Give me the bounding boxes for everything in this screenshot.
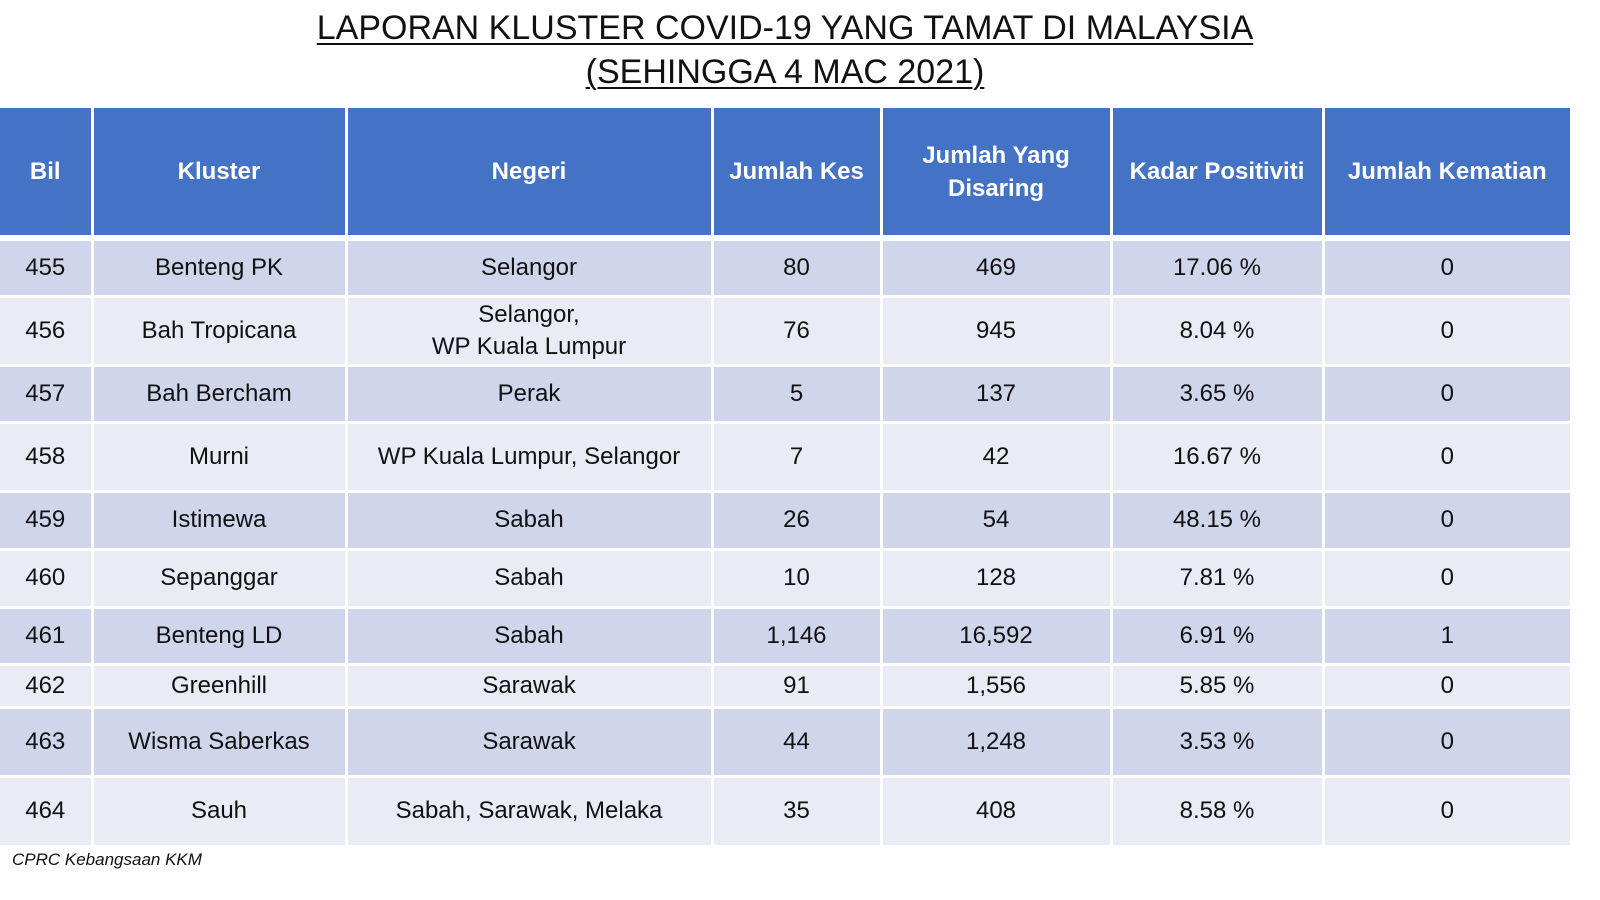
cell-positiviti: 17.06 % [1111, 238, 1325, 298]
cell-kes: 7 [712, 422, 883, 493]
header-negeri: Negeri [346, 108, 714, 241]
cell-bil: 457 [0, 365, 94, 424]
cell-disaring: 137 [881, 365, 1113, 424]
cell-disaring: 42 [881, 422, 1113, 493]
table-row: 458 Murni WP Kuala Lumpur, Selangor 7 42… [0, 422, 1570, 493]
table-row: 459 Istimewa Sabah 26 54 48.15 % 0 [0, 491, 1570, 551]
cell-kematian: 0 [1323, 549, 1570, 609]
table-row: 456 Bah Tropicana Selangor, WP Kuala Lum… [0, 296, 1570, 367]
cell-kluster: Sauh [92, 776, 348, 848]
table-row: 460 Sepanggar Sabah 10 128 7.81 % 0 [0, 549, 1570, 609]
cell-positiviti: 8.04 % [1111, 296, 1325, 367]
cell-negeri: Sabah [346, 491, 714, 551]
header-kadar-positiviti: Kadar Positiviti [1111, 108, 1325, 241]
cell-kluster: Sepanggar [92, 549, 348, 609]
cell-kematian: 0 [1323, 422, 1570, 493]
cell-kematian: 0 [1323, 707, 1570, 778]
title-line-2: (SEHINGGA 4 MAC 2021) [585, 53, 985, 91]
cell-positiviti: 3.65 % [1111, 365, 1325, 424]
cell-negeri-line-1: Selangor, [478, 300, 580, 328]
cell-kes: 44 [712, 707, 883, 778]
cell-positiviti: 7.81 % [1111, 549, 1325, 609]
cell-disaring: 16,592 [881, 607, 1113, 666]
cell-disaring: 128 [881, 549, 1113, 609]
cell-kes: 1,146 [712, 607, 883, 666]
cell-negeri: Sarawak [346, 707, 714, 778]
cell-bil: 463 [0, 707, 94, 778]
cell-negeri-line-2: WP Kuala Lumpur [431, 332, 627, 360]
cell-positiviti: 16.67 % [1111, 422, 1325, 493]
cell-negeri: Selangor, WP Kuala Lumpur [346, 296, 714, 367]
cell-kluster: Wisma Saberkas [92, 707, 348, 778]
cell-kes: 76 [712, 296, 883, 367]
report-title: LAPORAN KLUSTER COVID-19 YANG TAMAT DI M… [0, 6, 1570, 94]
cell-negeri: Sarawak [346, 664, 714, 709]
header-jumlah-kematian: Jumlah Kematian [1323, 108, 1570, 241]
cell-disaring: 54 [881, 491, 1113, 551]
cell-kluster: Greenhill [92, 664, 348, 709]
cell-bil: 458 [0, 422, 94, 493]
cell-positiviti: 3.53 % [1111, 707, 1325, 778]
cell-negeri: Perak [346, 365, 714, 424]
cell-disaring: 945 [881, 296, 1113, 367]
cell-disaring: 1,556 [881, 664, 1113, 709]
cell-negeri: Selangor [346, 238, 714, 298]
cell-kluster: Murni [92, 422, 348, 493]
header-kluster: Kluster [92, 108, 348, 241]
cell-kluster: Benteng PK [92, 238, 348, 298]
cell-kematian: 0 [1323, 296, 1570, 367]
cell-kluster: Bah Tropicana [92, 296, 348, 367]
cell-kematian: 0 [1323, 776, 1570, 848]
header-jumlah-disaring-text: Jumlah Yang Disaring [922, 141, 1070, 202]
title-line-1: LAPORAN KLUSTER COVID-19 YANG TAMAT DI M… [316, 9, 1254, 47]
cell-bil: 460 [0, 549, 94, 609]
table-row: 457 Bah Bercham Perak 5 137 3.65 % 0 [0, 365, 1570, 424]
cell-bil: 462 [0, 664, 94, 709]
cell-kematian: 1 [1323, 607, 1570, 666]
cell-kematian: 0 [1323, 365, 1570, 424]
cell-kematian: 0 [1323, 238, 1570, 298]
cell-kes: 35 [712, 776, 883, 848]
cell-kes: 80 [712, 238, 883, 298]
cell-bil: 459 [0, 491, 94, 551]
cell-negeri: Sabah [346, 607, 714, 666]
cell-kluster: Benteng LD [92, 607, 348, 666]
cell-bil: 464 [0, 776, 94, 848]
cell-kluster: Bah Bercham [92, 365, 348, 424]
cell-kematian: 0 [1323, 491, 1570, 551]
cell-disaring: 408 [881, 776, 1113, 848]
cell-positiviti: 5.85 % [1111, 664, 1325, 709]
cell-bil: 456 [0, 296, 94, 367]
table-row: 462 Greenhill Sarawak 91 1,556 5.85 % 0 [0, 664, 1570, 709]
cell-kes: 26 [712, 491, 883, 551]
table-header-row: Bil Kluster Negeri Jumlah Kes Jumlah Yan… [0, 108, 1570, 241]
cell-kes: 5 [712, 365, 883, 424]
cell-disaring: 1,248 [881, 707, 1113, 778]
cell-positiviti: 48.15 % [1111, 491, 1325, 551]
cell-kluster: Istimewa [92, 491, 348, 551]
source-footnote: CPRC Kebangsaan KKM [12, 850, 202, 869]
table-row: 463 Wisma Saberkas Sarawak 44 1,248 3.53… [0, 707, 1570, 778]
cell-bil: 455 [0, 238, 94, 298]
cell-kes: 10 [712, 549, 883, 609]
table-row: 464 Sauh Sabah, Sarawak, Melaka 35 408 8… [0, 776, 1570, 848]
cell-positiviti: 8.58 % [1111, 776, 1325, 848]
cell-negeri: Sabah, Sarawak, Melaka [346, 776, 714, 848]
cell-positiviti: 6.91 % [1111, 607, 1325, 666]
cell-kes: 91 [712, 664, 883, 709]
cluster-table: Bil Kluster Negeri Jumlah Kes Jumlah Yan… [0, 108, 1570, 848]
cell-disaring: 469 [881, 238, 1113, 298]
cell-negeri: Sabah [346, 549, 714, 609]
header-jumlah-disaring: Jumlah Yang Disaring [881, 108, 1113, 241]
cell-bil: 461 [0, 607, 94, 666]
header-bil: Bil [0, 108, 94, 241]
header-jumlah-kes: Jumlah Kes [712, 108, 883, 241]
table-row: 461 Benteng LD Sabah 1,146 16,592 6.91 %… [0, 607, 1570, 666]
cell-negeri: WP Kuala Lumpur, Selangor [346, 422, 714, 493]
table-row: 455 Benteng PK Selangor 80 469 17.06 % 0 [0, 238, 1570, 298]
cell-kematian: 0 [1323, 664, 1570, 709]
